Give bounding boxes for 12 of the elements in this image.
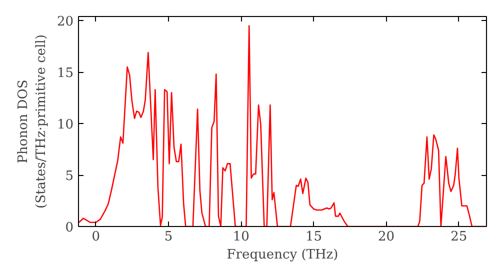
x-tick-label: 0	[92, 230, 100, 244]
y-tick-label: 20	[56, 14, 74, 30]
y-tick-label: 15	[56, 66, 74, 82]
y-axis-title: Phonon DOS (States/THz·primitive cell)	[16, 34, 49, 208]
x-tick-label: 25	[450, 230, 468, 244]
x-axis-title: Frequency (THz)	[226, 248, 338, 262]
x-tick-label: 15	[305, 230, 322, 244]
x-tick-label: 5	[164, 230, 173, 244]
x-tick-label: 20	[378, 230, 395, 244]
x-tick-label: 10	[232, 230, 250, 244]
y-tick-label: 10	[56, 118, 74, 133]
y-tick-label: 5	[65, 169, 74, 184]
